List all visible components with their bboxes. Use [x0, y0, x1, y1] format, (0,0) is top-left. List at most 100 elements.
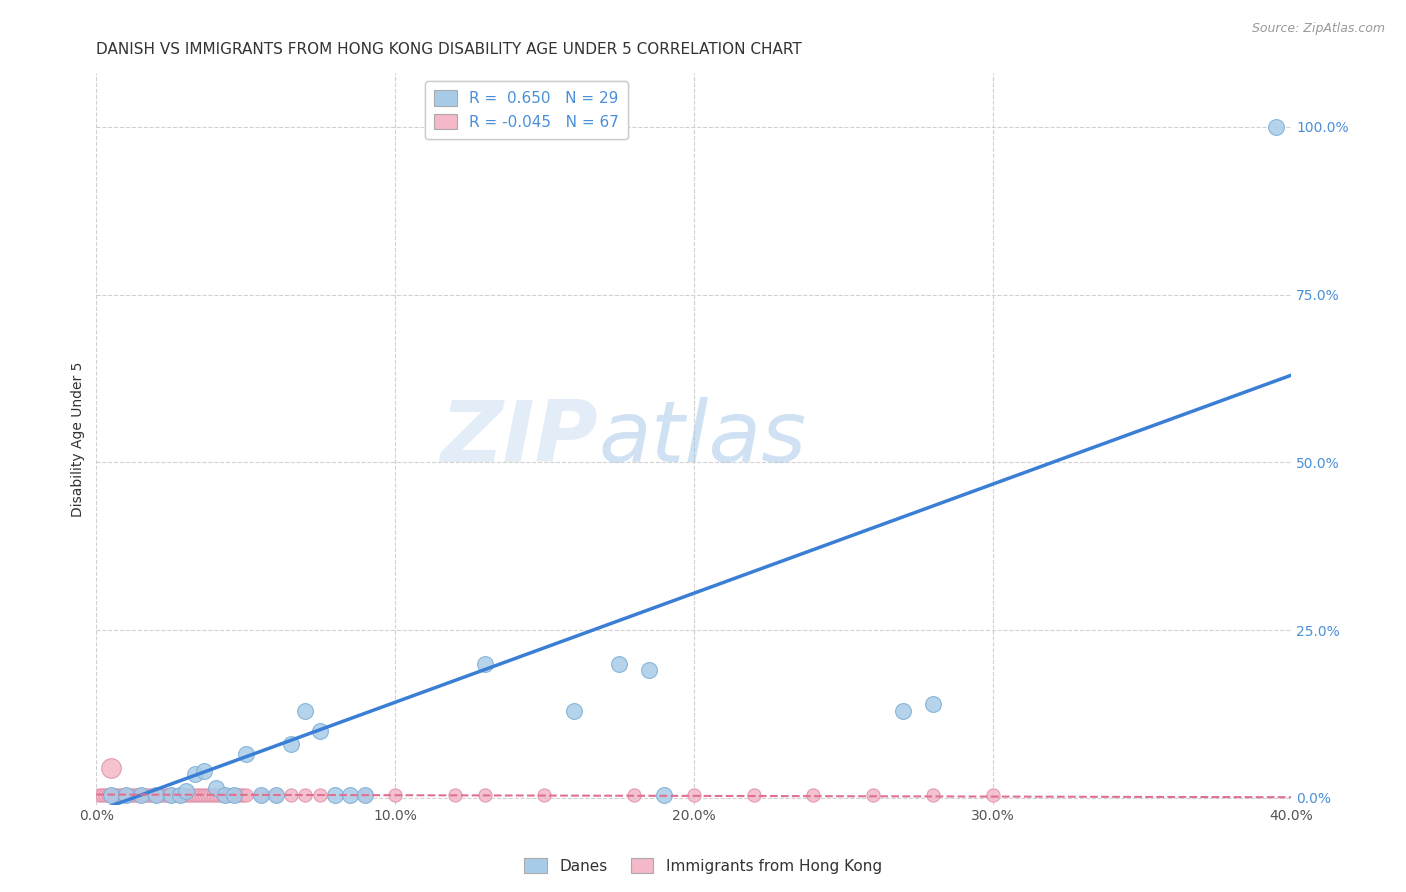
- Point: [222, 788, 245, 802]
- Legend: Danes, Immigrants from Hong Kong: Danes, Immigrants from Hong Kong: [517, 852, 889, 880]
- Text: Source: ZipAtlas.com: Source: ZipAtlas.com: [1251, 22, 1385, 36]
- Point: [205, 788, 228, 802]
- Point: [249, 788, 271, 802]
- Point: [214, 788, 236, 802]
- Point: [217, 788, 239, 802]
- Point: [235, 747, 257, 762]
- Point: [195, 788, 218, 802]
- Point: [280, 737, 302, 751]
- Point: [153, 788, 176, 802]
- Text: ZIP: ZIP: [440, 398, 598, 481]
- Point: [174, 784, 197, 798]
- Point: [862, 788, 884, 802]
- Text: DANISH VS IMMIGRANTS FROM HONG KONG DISABILITY AGE UNDER 5 CORRELATION CHART: DANISH VS IMMIGRANTS FROM HONG KONG DISA…: [97, 42, 801, 57]
- Point: [142, 788, 165, 802]
- Point: [384, 788, 406, 802]
- Point: [121, 788, 143, 802]
- Point: [129, 788, 152, 802]
- Point: [211, 788, 233, 802]
- Point: [193, 788, 215, 802]
- Point: [294, 704, 316, 718]
- Point: [208, 788, 231, 802]
- Point: [97, 788, 120, 802]
- Point: [110, 788, 132, 802]
- Point: [91, 788, 114, 802]
- Point: [169, 788, 191, 802]
- Point: [225, 788, 247, 802]
- Point: [219, 788, 242, 802]
- Point: [115, 788, 138, 802]
- Point: [623, 788, 645, 802]
- Point: [474, 657, 496, 671]
- Point: [157, 788, 180, 802]
- Point: [981, 788, 1004, 802]
- Point: [190, 788, 212, 802]
- Point: [229, 788, 252, 802]
- Point: [129, 788, 152, 802]
- Point: [294, 788, 316, 802]
- Point: [89, 788, 111, 802]
- Point: [148, 788, 170, 802]
- Point: [134, 788, 156, 802]
- Point: [801, 788, 824, 802]
- Point: [652, 788, 675, 802]
- Point: [160, 788, 183, 802]
- Point: [136, 788, 159, 802]
- Y-axis label: Disability Age Under 5: Disability Age Under 5: [72, 361, 86, 516]
- Point: [100, 761, 122, 775]
- Point: [124, 788, 146, 802]
- Point: [160, 788, 183, 802]
- Point: [112, 788, 135, 802]
- Point: [891, 704, 914, 718]
- Point: [163, 788, 186, 802]
- Point: [169, 788, 191, 802]
- Point: [103, 788, 125, 802]
- Point: [139, 788, 162, 802]
- Point: [222, 788, 245, 802]
- Point: [100, 788, 122, 802]
- Point: [187, 788, 209, 802]
- Point: [264, 788, 287, 802]
- Point: [115, 788, 138, 802]
- Legend: R =  0.650   N = 29, R = -0.045   N = 67: R = 0.650 N = 29, R = -0.045 N = 67: [425, 81, 628, 139]
- Point: [354, 788, 377, 802]
- Point: [172, 788, 194, 802]
- Point: [921, 788, 943, 802]
- Point: [198, 788, 221, 802]
- Point: [280, 788, 302, 802]
- Point: [193, 764, 215, 778]
- Point: [166, 788, 188, 802]
- Point: [264, 788, 287, 802]
- Point: [309, 723, 332, 738]
- Point: [174, 788, 197, 802]
- Point: [201, 788, 224, 802]
- Point: [177, 788, 200, 802]
- Point: [235, 788, 257, 802]
- Point: [249, 788, 271, 802]
- Point: [1265, 120, 1288, 134]
- Point: [145, 788, 167, 802]
- Point: [214, 788, 236, 802]
- Point: [742, 788, 765, 802]
- Point: [339, 788, 361, 802]
- Point: [533, 788, 555, 802]
- Point: [921, 697, 943, 711]
- Point: [100, 788, 122, 802]
- Point: [184, 767, 207, 781]
- Point: [607, 657, 630, 671]
- Point: [94, 788, 117, 802]
- Point: [145, 788, 167, 802]
- Point: [232, 788, 254, 802]
- Point: [205, 780, 228, 795]
- Point: [150, 788, 173, 802]
- Point: [682, 788, 704, 802]
- Point: [105, 788, 128, 802]
- Point: [638, 664, 661, 678]
- Text: atlas: atlas: [598, 398, 806, 481]
- Point: [354, 788, 377, 802]
- Point: [444, 788, 467, 802]
- Point: [562, 704, 585, 718]
- Point: [181, 788, 204, 802]
- Point: [325, 788, 347, 802]
- Point: [184, 788, 207, 802]
